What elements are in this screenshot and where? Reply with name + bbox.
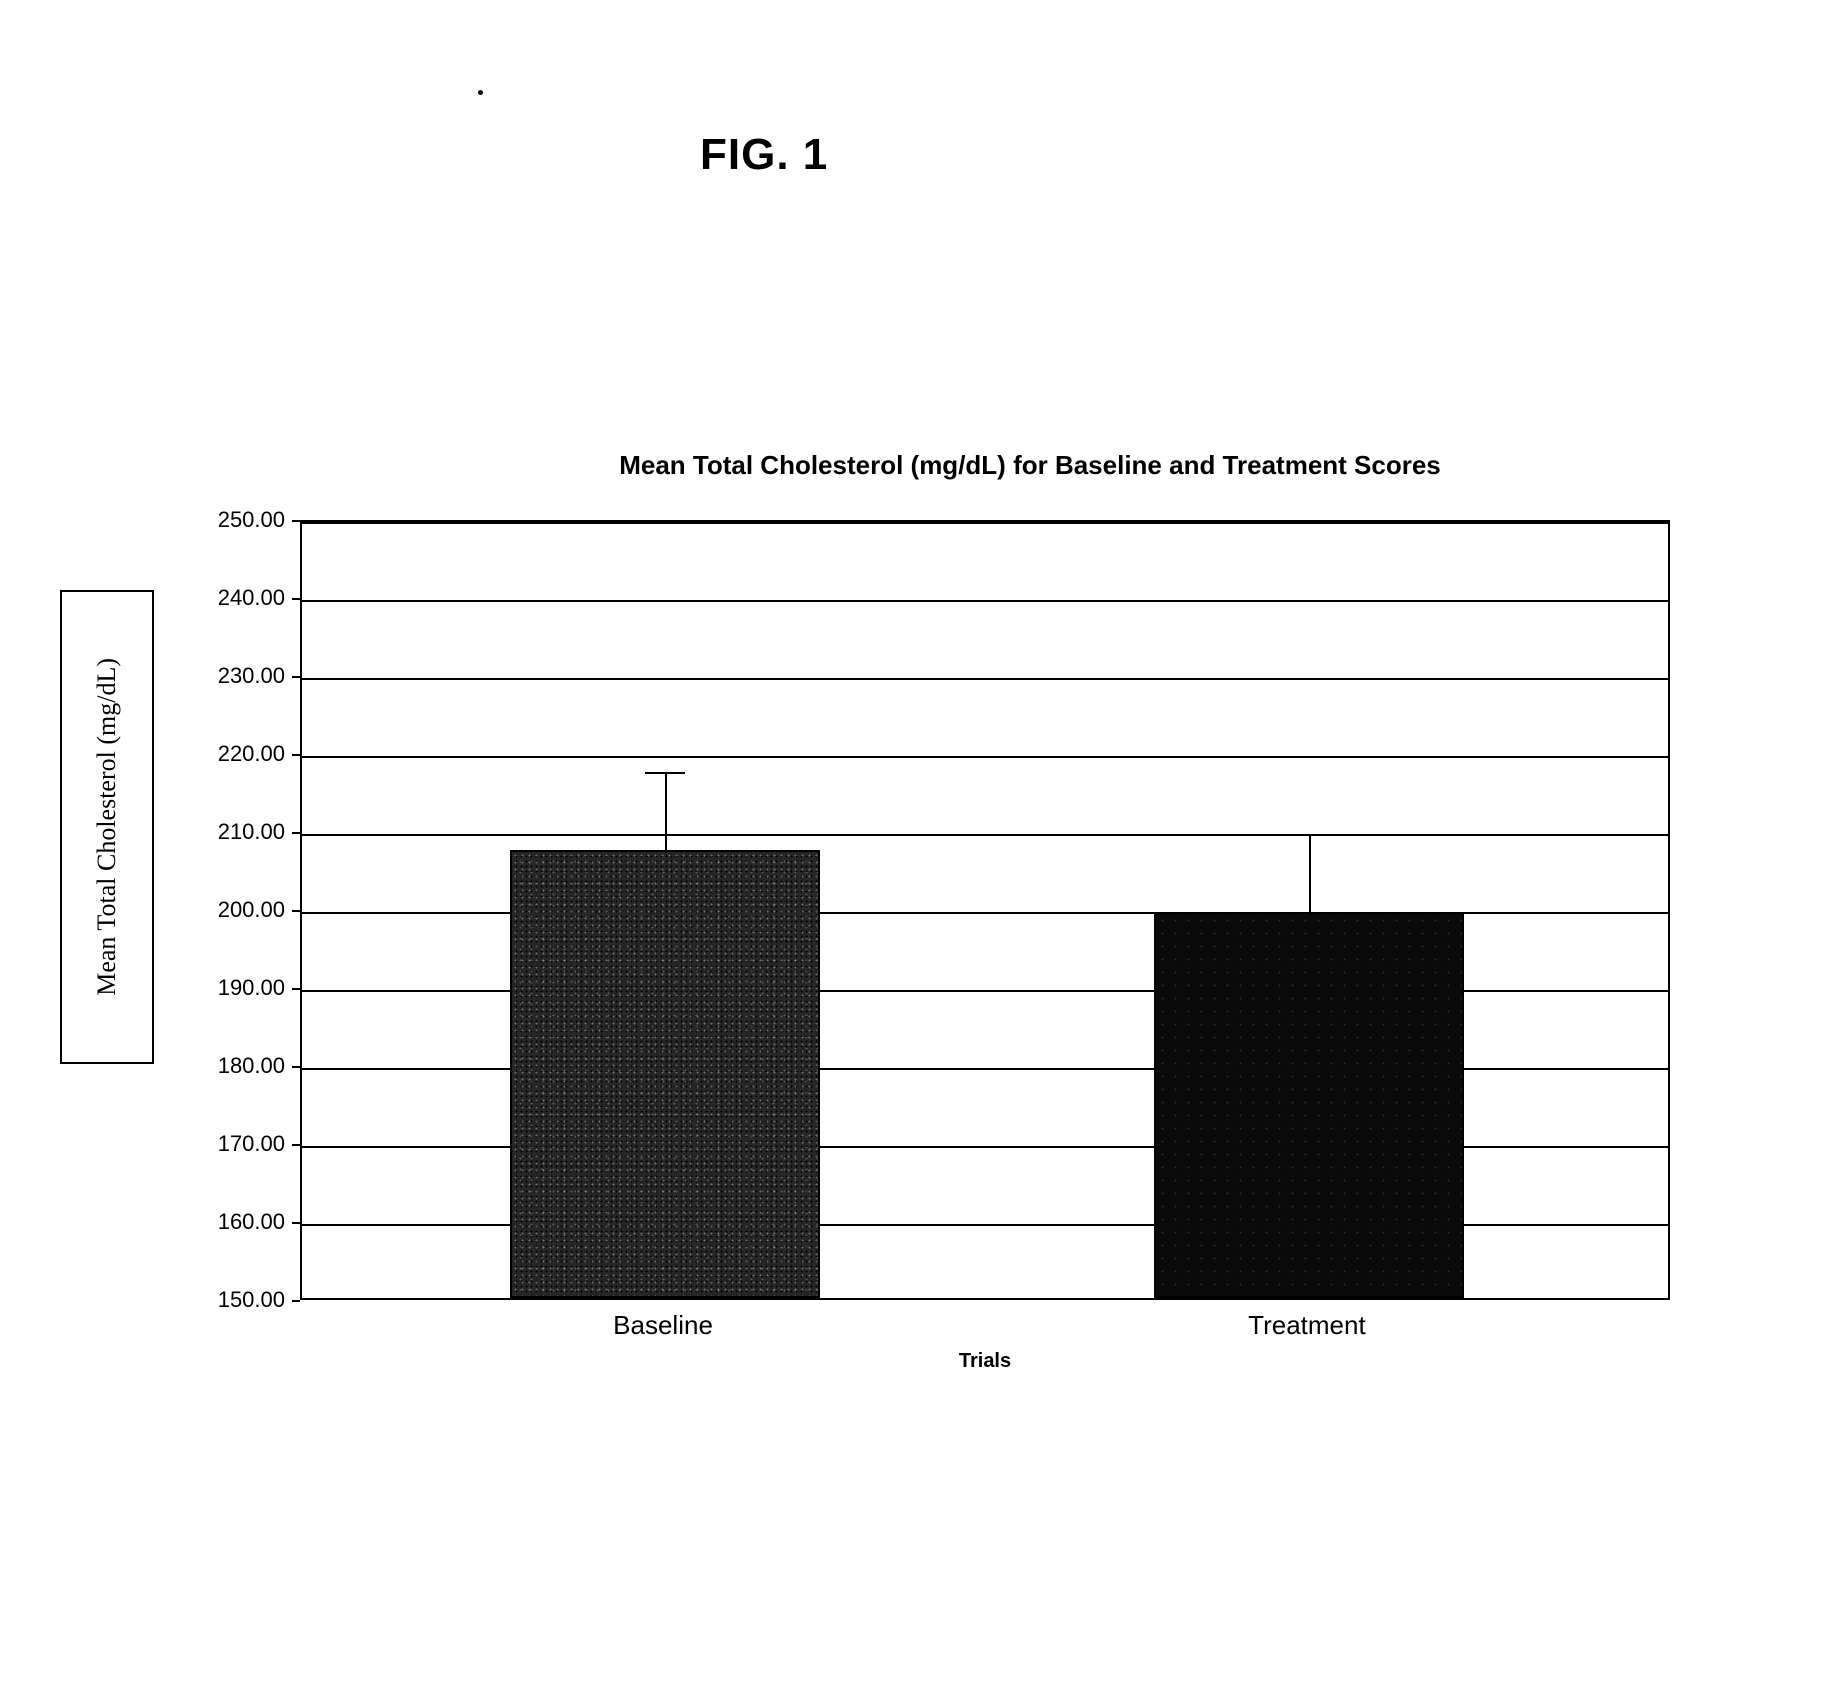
gridline	[302, 756, 1668, 758]
error-bar-cap	[645, 772, 685, 774]
y-tick-mark	[292, 1144, 300, 1146]
y-tick-label: 230.00	[190, 663, 285, 689]
artifact-dot	[478, 90, 483, 95]
y-tick-label: 210.00	[190, 819, 285, 845]
x-category-label: Baseline	[543, 1310, 783, 1341]
y-tick-label: 160.00	[190, 1209, 285, 1235]
x-axis-title: Trials	[925, 1350, 1045, 1373]
bar-treatment	[1154, 912, 1464, 1298]
y-tick-mark	[292, 520, 300, 522]
gridline	[302, 522, 1668, 524]
y-axis-label: Mean Total Cholesterol (mg/dL)	[92, 658, 122, 996]
y-tick-mark	[292, 1066, 300, 1068]
y-tick-mark	[292, 1300, 300, 1302]
error-bar-stem	[1309, 834, 1311, 916]
y-tick-mark	[292, 1222, 300, 1224]
y-tick-label: 240.00	[190, 585, 285, 611]
gridline	[302, 600, 1668, 602]
plot-inner	[300, 520, 1670, 1300]
plot-area: 150.00160.00170.00180.00190.00200.00210.…	[300, 520, 1790, 1420]
y-tick-mark	[292, 754, 300, 756]
figure-label: FIG. 1	[700, 130, 828, 180]
error-bar-stem	[665, 772, 667, 854]
error-bar-cap	[1289, 834, 1329, 836]
gridline	[302, 834, 1668, 836]
y-tick-label: 250.00	[190, 507, 285, 533]
y-axis-label-box: Mean Total Cholesterol (mg/dL)	[60, 590, 154, 1064]
y-tick-mark	[292, 832, 300, 834]
y-tick-label: 150.00	[190, 1287, 285, 1313]
y-tick-label: 170.00	[190, 1131, 285, 1157]
bar-baseline	[510, 850, 820, 1299]
chart-title: Mean Total Cholesterol (mg/dL) for Basel…	[480, 450, 1580, 481]
y-tick-mark	[292, 676, 300, 678]
x-category-label: Treatment	[1187, 1310, 1427, 1341]
gridline	[302, 678, 1668, 680]
y-tick-label: 200.00	[190, 897, 285, 923]
y-tick-label: 190.00	[190, 975, 285, 1001]
y-tick-label: 220.00	[190, 741, 285, 767]
y-tick-mark	[292, 988, 300, 990]
y-tick-mark	[292, 910, 300, 912]
y-tick-label: 180.00	[190, 1053, 285, 1079]
y-tick-mark	[292, 598, 300, 600]
